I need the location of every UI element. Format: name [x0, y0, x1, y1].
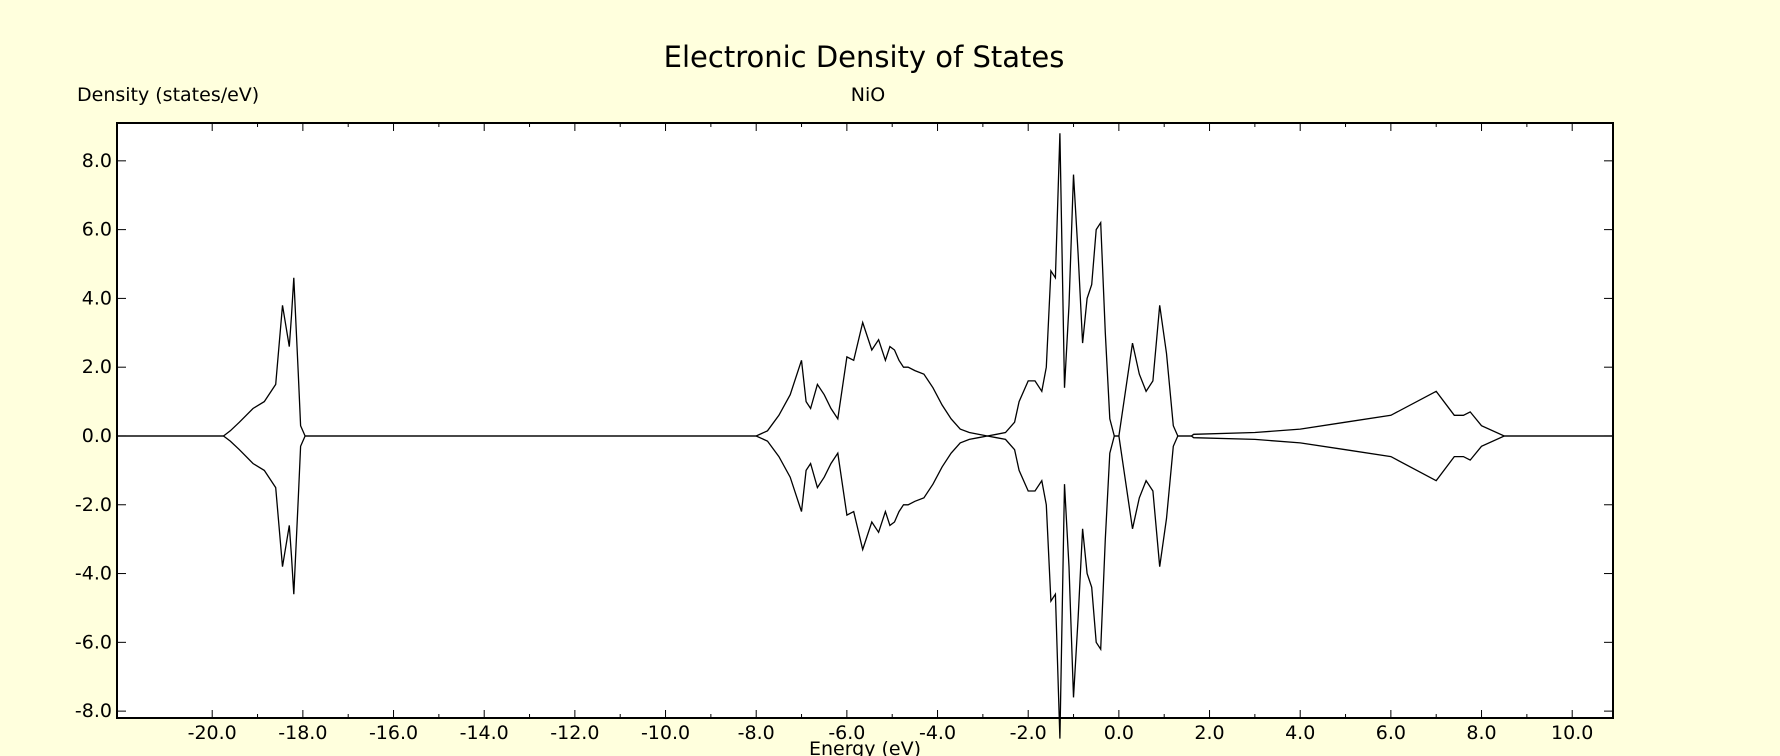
x-axis-label: Energy (eV) — [809, 738, 921, 756]
y-tick-label: 4.0 — [82, 287, 112, 309]
y-tick-label: 0.0 — [82, 425, 112, 447]
x-tick-label: 10.0 — [1551, 722, 1593, 744]
x-tick-label: -18.0 — [278, 722, 327, 744]
y-tick-label: -6.0 — [75, 631, 112, 653]
y-axis-label: Density (states/eV) — [77, 84, 259, 106]
x-tick-label: -10.0 — [641, 722, 690, 744]
x-tick-label: -14.0 — [460, 722, 509, 744]
x-tick-label: 6.0 — [1376, 722, 1406, 744]
dos-down-line — [117, 435, 1613, 739]
y-tick-label: 8.0 — [82, 150, 112, 172]
y-tick-label: 6.0 — [82, 219, 112, 241]
x-tick-label: 8.0 — [1466, 722, 1496, 744]
x-tick-label: -16.0 — [369, 722, 418, 744]
x-tick-label: 0.0 — [1104, 722, 1134, 744]
x-tick-label: -4.0 — [919, 722, 956, 744]
chart-subtitle: NiO — [851, 84, 885, 106]
y-tick-label: -8.0 — [75, 700, 112, 722]
plot-area: -20.0 -18.0 -16.0 -14.0 -12.0 -10.0 -8.0 -6.0 -4… — [75, 122, 1614, 744]
y-tick-label: -4.0 — [75, 563, 112, 585]
x-tick-label: -6.0 — [828, 722, 865, 744]
y-tick-label: -2.0 — [75, 494, 112, 516]
x-tick-label: -20.0 — [188, 722, 237, 744]
x-tick-label: -2.0 — [1010, 722, 1047, 744]
x-tick-label: -8.0 — [738, 722, 775, 744]
x-tick-label: 4.0 — [1285, 722, 1315, 744]
plot-frame — [116, 122, 1614, 719]
chart-title: Electronic Density of States — [664, 40, 1065, 74]
x-tick-label: -12.0 — [550, 722, 599, 744]
x-tick-label: 2.0 — [1194, 722, 1224, 744]
y-tick-label: 2.0 — [82, 356, 112, 378]
